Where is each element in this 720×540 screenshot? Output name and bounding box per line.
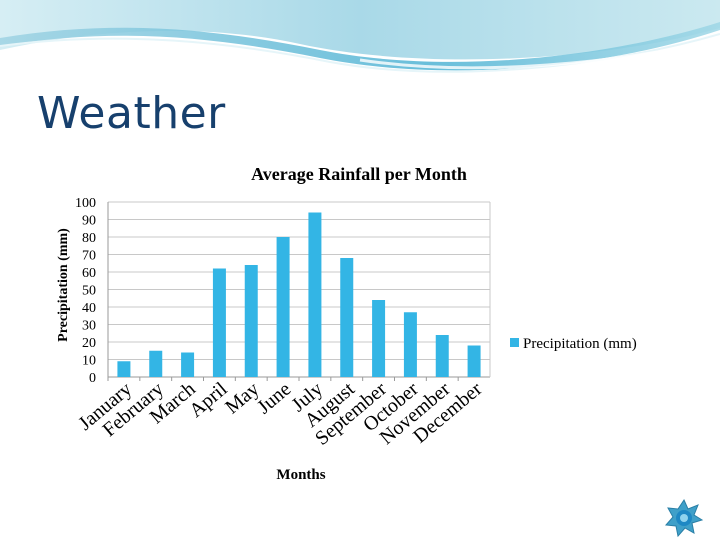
bar-april [212,268,226,377]
y-tick-label: 50 [82,284,96,299]
bar-march [181,352,195,377]
y-tick-label: 60 [82,266,96,281]
y-tick-label: 40 [82,301,96,316]
y-tick-label: 0 [89,371,96,386]
bar-october [403,312,417,377]
x-axis-label: Months [276,467,325,483]
bar-august [340,258,354,377]
bar-december [467,345,481,377]
bar-may [244,265,258,377]
y-tick-label: 30 [82,319,96,334]
legend-swatch [510,338,519,347]
bar-july [308,212,322,377]
header-banner [0,0,720,73]
chart-title: Average Rainfall per Month [251,164,467,184]
y-tick-label: 80 [82,231,96,246]
y-tick-label: 10 [82,354,96,369]
bar-june [276,237,290,377]
y-tick-label: 90 [82,214,96,229]
y-tick-label: 70 [82,249,96,264]
y-tick-label: 20 [82,336,96,351]
bar-november [435,335,449,377]
y-tick-label: 100 [75,196,96,211]
star-burst-icon [664,498,704,538]
legend-label: Precipitation (mm) [523,336,637,352]
y-axis-label: Precipitation (mm) [56,228,71,342]
bar-january [117,361,131,377]
bar-february [149,350,163,377]
bar-september [372,300,386,377]
slide-title: Weather [37,88,226,139]
